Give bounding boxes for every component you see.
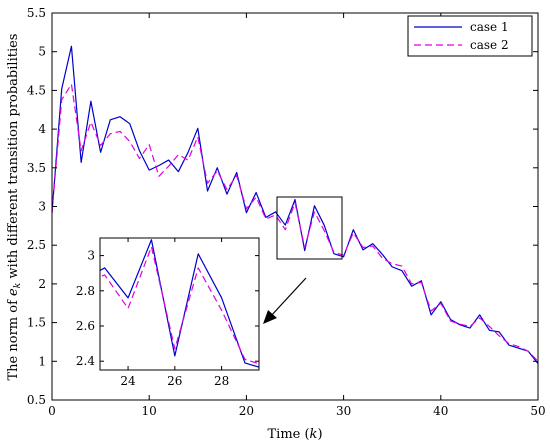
inset-plot-lines: [100, 239, 259, 368]
x-tick-label: 40: [433, 404, 448, 418]
inset-series-line-case-2: [100, 246, 259, 365]
inset-x-tick-label: 28: [214, 374, 229, 388]
y-axis-label: The norm of ek with different transition…: [6, 34, 23, 381]
inset-y-tick-label: 2.6: [76, 319, 95, 333]
x-axis-label: Time (k): [267, 427, 322, 442]
legend-label-case-2: case 2: [470, 38, 509, 52]
inset-y-tick-label: 2.4: [76, 354, 95, 368]
series-line-case-2: [51, 83, 539, 362]
zoom-arrow-head: [263, 310, 277, 324]
inset-plot: 24 26 28 2.4 2.6 2.8 3: [76, 237, 260, 388]
y-tick-label: 5: [38, 45, 46, 59]
zoom-region-box: [276, 196, 343, 260]
y-tick-label: 3.5: [27, 161, 46, 175]
zoom-arrow-line: [269, 277, 307, 318]
x-tick-label: 0: [48, 404, 56, 418]
inset-x-tick-label: 26: [167, 374, 182, 388]
y-tick-label: 2: [38, 277, 46, 291]
y-tick-label: 1.5: [27, 316, 46, 330]
legend-box: [407, 15, 533, 57]
inset-series-line-case-1: [100, 239, 259, 368]
x-tick-label: 30: [336, 404, 351, 418]
inset-plot-frame: [99, 237, 260, 371]
legend-label-case-1: case 1: [470, 20, 509, 34]
y-tick-label: 2.5: [27, 238, 46, 252]
inset-plot-border: [99, 237, 260, 371]
inset-x-tick-label: 24: [120, 374, 136, 388]
x-tick-label: 10: [142, 404, 157, 418]
x-tick-label: 50: [530, 404, 545, 418]
legend: case 1 case 2: [407, 15, 533, 57]
x-tick-label: 20: [239, 404, 254, 418]
main-plot-lines: [51, 45, 539, 364]
inset-y-tick-label: 3: [87, 249, 95, 263]
inset-y-tick-label: 2.8: [76, 284, 95, 298]
y-tick-label: 4: [38, 122, 46, 136]
series-line-case-1: [51, 45, 539, 364]
zoom-arrow: [263, 277, 307, 324]
y-tick-label: 5.5: [27, 6, 46, 20]
main-axis-ticks: 0 10 20 30 40 50 0.5 1 1.5 2 2.5 3 3.5 4 4.5 5 5.5: [27, 6, 546, 418]
y-tick-label: 0.5: [27, 393, 46, 407]
y-tick-label: 4.5: [27, 83, 46, 97]
y-tick-label: 1: [38, 354, 46, 368]
y-tick-label: 3: [38, 200, 46, 214]
inset-axis-ticks: 24 26 28 2.4 2.6 2.8 3: [76, 238, 259, 388]
